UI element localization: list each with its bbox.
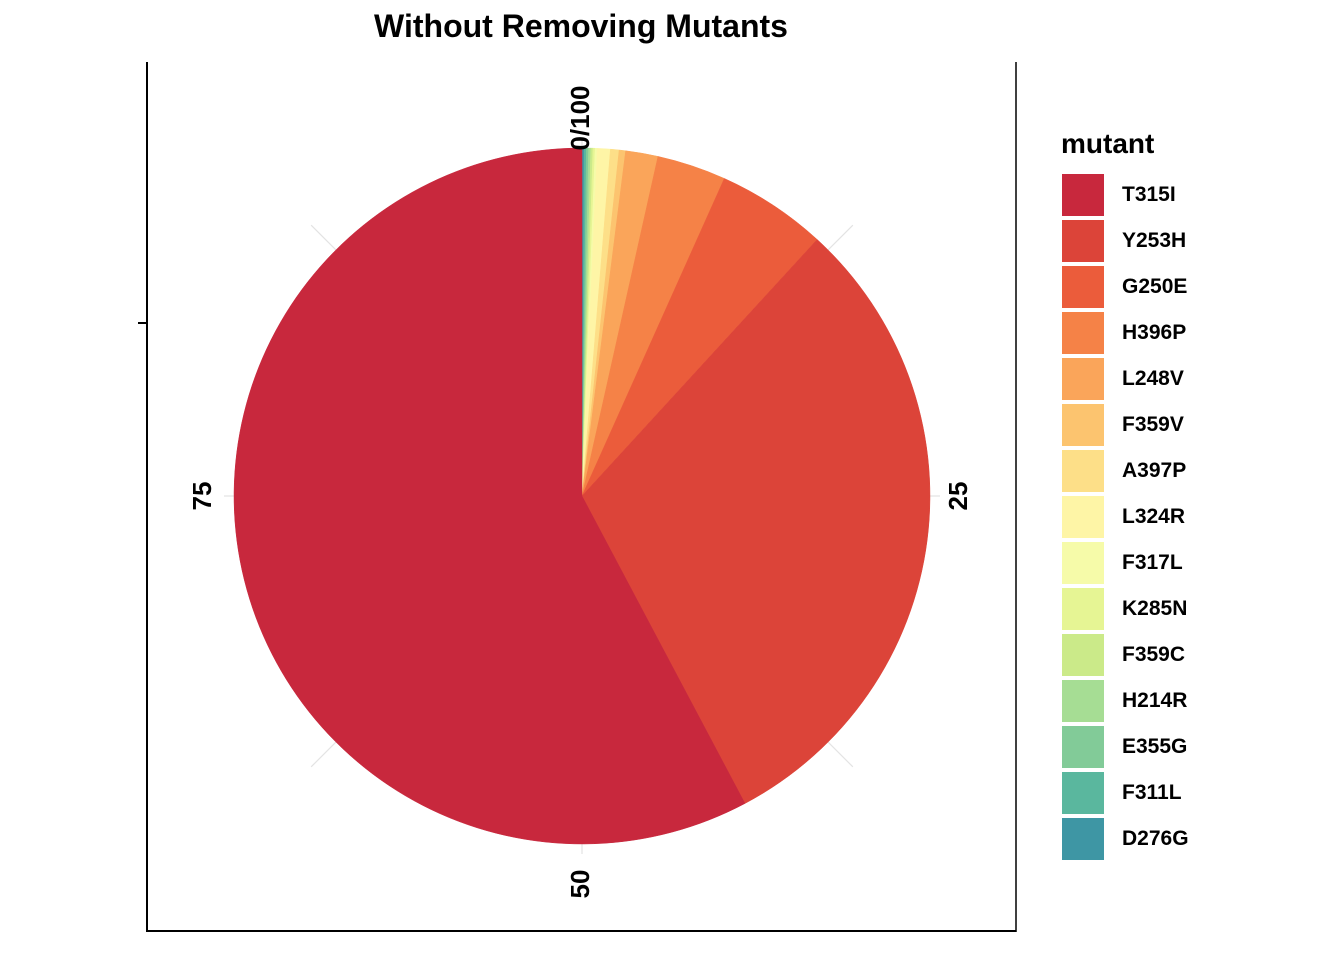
legend-item: F317L (1060, 540, 1189, 586)
legend-key (1062, 358, 1104, 400)
legend-label: G250E (1122, 275, 1188, 298)
pie-slice-t315i (233, 147, 746, 845)
angular-tick-label: 0/100 (565, 85, 595, 150)
legend-title: mutant (1061, 128, 1155, 159)
legend-items: T315I Y253H G250E H396P L248V F359V A397P L324R… (1060, 172, 1189, 862)
legend-key (1062, 680, 1104, 722)
angular-tick-labels: 0/100 25 50 75 (187, 85, 973, 898)
legend-label: F359V (1122, 413, 1184, 436)
legend-key (1062, 772, 1104, 814)
legend-key (1062, 404, 1104, 446)
legend-item: E355G (1060, 724, 1189, 770)
legend-key (1062, 634, 1104, 676)
legend-item: A397P (1060, 448, 1189, 494)
pie-slice-y253h (581, 239, 931, 804)
legend-item: H396P (1060, 310, 1189, 356)
legend-item: T315I (1060, 172, 1189, 218)
legend-key (1062, 818, 1104, 860)
legend-key (1062, 726, 1104, 768)
chart-title: Without Removing Mutants (374, 8, 788, 44)
legend-label: D276G (1122, 827, 1189, 850)
legend-label: H396P (1122, 321, 1187, 344)
legend-item: K285N (1060, 586, 1189, 632)
legend-key (1062, 220, 1104, 262)
legend-label: L324R (1122, 505, 1186, 528)
angular-tick-label: 25 (943, 482, 973, 511)
angular-tick-label: 75 (187, 482, 217, 511)
legend-label: E355G (1122, 735, 1188, 758)
legend-label: T315I (1122, 183, 1176, 206)
legend-item: Y253H (1060, 218, 1189, 264)
legend-item: F311L (1060, 770, 1189, 816)
legend-item: H214R (1060, 678, 1189, 724)
legend-item: D276G (1060, 816, 1189, 862)
legend-label: L248V (1122, 367, 1184, 390)
legend-label: K285N (1122, 597, 1188, 620)
legend-label: F359C (1122, 643, 1186, 666)
legend-item: L248V (1060, 356, 1189, 402)
legend-label: A397P (1122, 459, 1187, 482)
legend-label: F317L (1122, 551, 1183, 574)
legend-label: Y253H (1122, 229, 1187, 252)
legend-item: G250E (1060, 264, 1189, 310)
legend-key (1062, 312, 1104, 354)
legend-key (1062, 542, 1104, 584)
legend-label: F311L (1122, 781, 1182, 804)
angular-tick-label: 50 (565, 870, 595, 899)
legend-label: H214R (1122, 689, 1188, 712)
legend-item: L324R (1060, 494, 1189, 540)
legend-key (1062, 588, 1104, 630)
legend-key (1062, 450, 1104, 492)
pie-slices (233, 147, 931, 845)
plot-axes (138, 62, 1017, 932)
legend-item: F359C (1060, 632, 1189, 678)
legend-key (1062, 496, 1104, 538)
legend: mutant T315I Y253H G250E H396P L248V F359V A39… (1060, 128, 1189, 862)
legend-key (1062, 266, 1104, 308)
legend-item: F359V (1060, 402, 1189, 448)
legend-key (1062, 174, 1104, 216)
